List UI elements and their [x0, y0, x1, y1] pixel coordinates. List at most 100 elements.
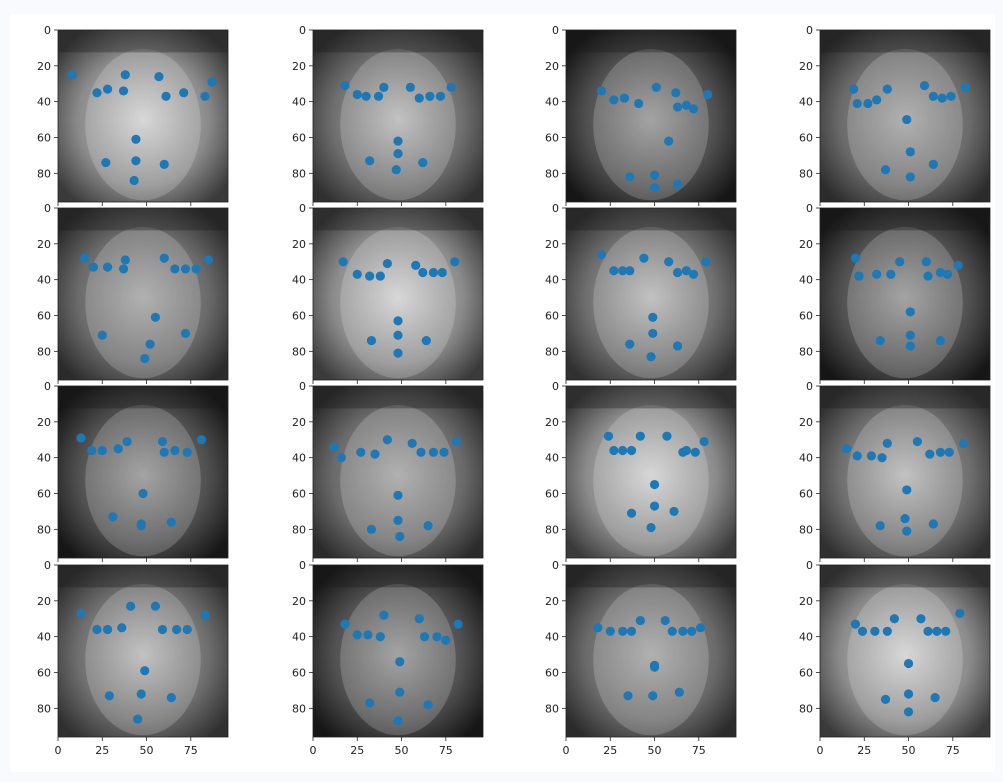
face-shading	[85, 226, 201, 379]
x-tick-label: 50	[140, 744, 154, 757]
keypoint	[928, 519, 938, 529]
keypoint	[393, 716, 403, 726]
keypoint	[905, 307, 915, 317]
face-panel	[54, 564, 229, 741]
hair-shading	[58, 30, 228, 53]
keypoint	[352, 630, 362, 640]
hair-shading	[58, 565, 228, 588]
keypoint	[923, 626, 933, 636]
keypoint	[97, 445, 107, 456]
keypoint	[136, 689, 146, 699]
keypoint	[625, 266, 635, 276]
y-tick-label: 20	[292, 238, 306, 251]
keypoint	[875, 521, 885, 531]
keypoint	[102, 624, 113, 635]
keypoint	[340, 80, 350, 91]
keypoint	[880, 165, 891, 175]
keypoint	[669, 506, 679, 517]
keypoint	[157, 436, 168, 447]
keypoint	[375, 271, 385, 281]
keypoint	[200, 91, 210, 101]
face-shading	[85, 583, 201, 736]
keypoint	[428, 447, 439, 457]
keypoint	[935, 335, 946, 346]
x-tick-label: 0	[817, 744, 824, 757]
face-panel	[562, 207, 737, 384]
face-panel	[816, 29, 991, 206]
keypoint	[159, 447, 169, 457]
keypoint	[900, 513, 910, 524]
y-tick-label: 60	[37, 488, 51, 501]
y-tick-label: 20	[292, 595, 306, 608]
keypoint	[664, 136, 674, 146]
face-panel	[562, 564, 737, 741]
x-tick-label: 50	[902, 744, 916, 757]
x-tick-label: 25	[350, 744, 364, 757]
keypoint	[133, 714, 143, 724]
keypoint	[923, 271, 933, 281]
y-tick-label: 0	[299, 202, 306, 215]
axes-frame	[565, 385, 737, 559]
x-tick-label: 25	[95, 744, 109, 757]
y-tick-label: 0	[299, 24, 306, 37]
keypoint	[393, 348, 403, 358]
y-tick-label: 80	[799, 345, 813, 358]
y-tick-label: 0	[806, 24, 813, 37]
keypoint	[946, 91, 956, 101]
y-tick-label: 80	[545, 523, 559, 536]
keypoint	[880, 694, 891, 704]
face-photo	[313, 386, 483, 558]
x-tick-label: 50	[648, 744, 662, 757]
y-tick-label: 80	[292, 702, 306, 715]
keypoint	[117, 623, 127, 633]
axes-frame	[312, 207, 484, 381]
x-tick-label: 75	[184, 744, 198, 757]
face-photo	[58, 208, 228, 380]
hair-shading	[58, 208, 228, 231]
hair-shading	[820, 30, 990, 53]
keypoint	[414, 93, 424, 103]
face-photo	[820, 565, 990, 737]
y-tick-label: 80	[799, 167, 813, 180]
face-panel	[54, 29, 229, 206]
keypoint	[850, 619, 861, 629]
keypoint	[365, 698, 375, 708]
axes-frame	[819, 385, 991, 559]
face-photo	[58, 565, 228, 737]
keypoint	[902, 485, 912, 495]
hair-shading	[566, 565, 736, 588]
keypoint	[170, 264, 180, 274]
y-tick-label: 60	[799, 488, 813, 501]
y-tick-label: 80	[545, 167, 559, 180]
keypoint	[120, 70, 130, 80]
axes-frame	[565, 207, 737, 381]
keypoint	[159, 253, 169, 263]
y-tick-label: 0	[806, 202, 813, 215]
x-tick-label: 0	[310, 744, 317, 757]
keypoint	[393, 515, 403, 525]
keypoint	[672, 179, 683, 189]
keypoint	[626, 508, 637, 518]
y-tick-label: 60	[545, 310, 559, 323]
y-tick-label: 40	[799, 274, 813, 287]
axes-frame	[819, 564, 991, 738]
face-panel	[54, 207, 229, 384]
keypoint	[203, 255, 214, 265]
keypoint	[361, 91, 371, 101]
face-panel	[309, 564, 484, 741]
keypoint	[393, 490, 403, 500]
y-tick-label: 60	[545, 132, 559, 145]
keypoint	[113, 444, 123, 454]
y-tick-label: 40	[545, 274, 559, 287]
hair-shading	[566, 386, 736, 409]
y-tick-label: 20	[292, 416, 306, 429]
y-tick-label: 20	[37, 238, 51, 251]
keypoint	[145, 339, 155, 349]
y-tick-label: 20	[545, 60, 559, 73]
face-panel	[816, 564, 991, 741]
hair-shading	[313, 208, 483, 231]
keypoint	[903, 658, 914, 669]
keypoint	[857, 626, 868, 636]
keypoint	[154, 71, 164, 82]
keypoint	[405, 82, 415, 92]
